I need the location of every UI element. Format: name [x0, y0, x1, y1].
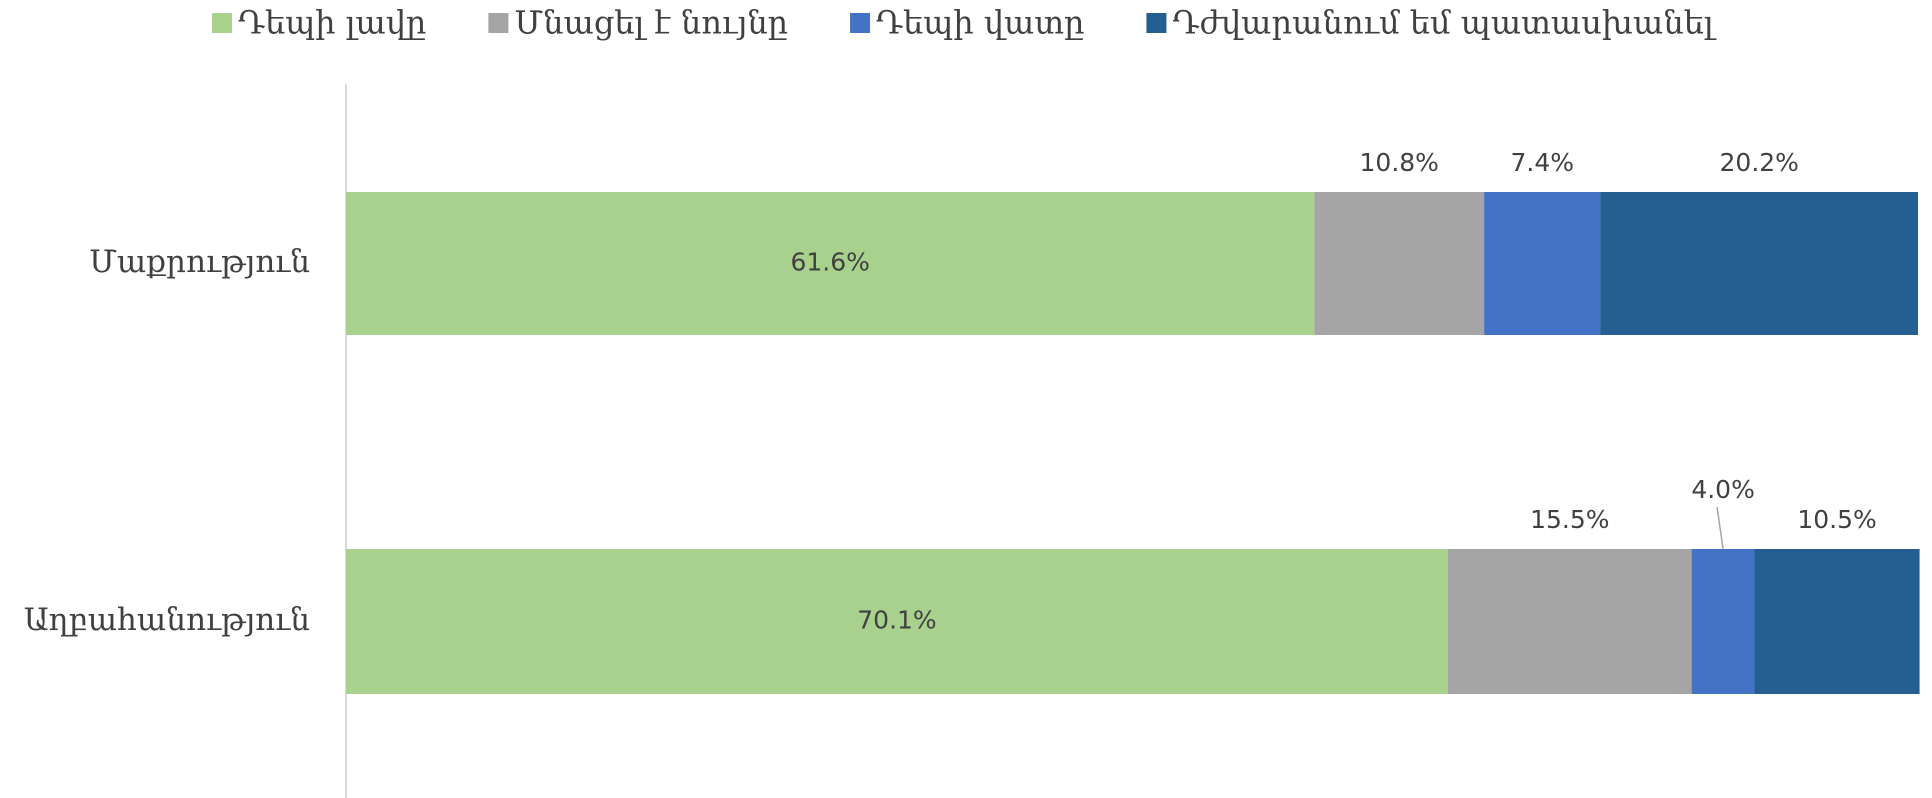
data-label: 10.5% — [1797, 505, 1876, 534]
category-label: Մաքրություն — [89, 244, 310, 280]
bar-segment — [1314, 192, 1485, 335]
legend-swatch — [1146, 13, 1167, 33]
data-label: 10.8% — [1360, 148, 1439, 177]
bar-segment — [346, 192, 1315, 335]
legend-swatch — [488, 13, 509, 33]
legend-label: Դեպի վատը — [876, 4, 1084, 42]
data-label: 61.6% — [790, 248, 869, 277]
legend-label: Մնացել է նույնը — [514, 4, 788, 42]
data-label: 4.0% — [1691, 475, 1755, 504]
bar-segment — [1754, 549, 1920, 694]
bar-segment — [1447, 549, 1692, 694]
legend-label: Դժվարանում եմ պատասխանել — [1172, 4, 1716, 42]
bar-segment — [1484, 192, 1601, 335]
legend-label: Դեպի լավը — [238, 4, 426, 42]
legend-swatch — [212, 13, 232, 33]
data-label: 15.5% — [1530, 505, 1609, 534]
leader-line — [1716, 506, 1724, 550]
data-label: 7.4% — [1511, 148, 1575, 177]
legend-swatch — [850, 13, 871, 33]
bar-segment — [346, 549, 1448, 694]
bar-segment — [1600, 192, 1918, 335]
data-label: 20.2% — [1720, 148, 1799, 177]
data-label: 70.1% — [857, 606, 936, 635]
category-label: Աղբահանություն — [24, 602, 310, 638]
bar-segment — [1691, 549, 1755, 694]
